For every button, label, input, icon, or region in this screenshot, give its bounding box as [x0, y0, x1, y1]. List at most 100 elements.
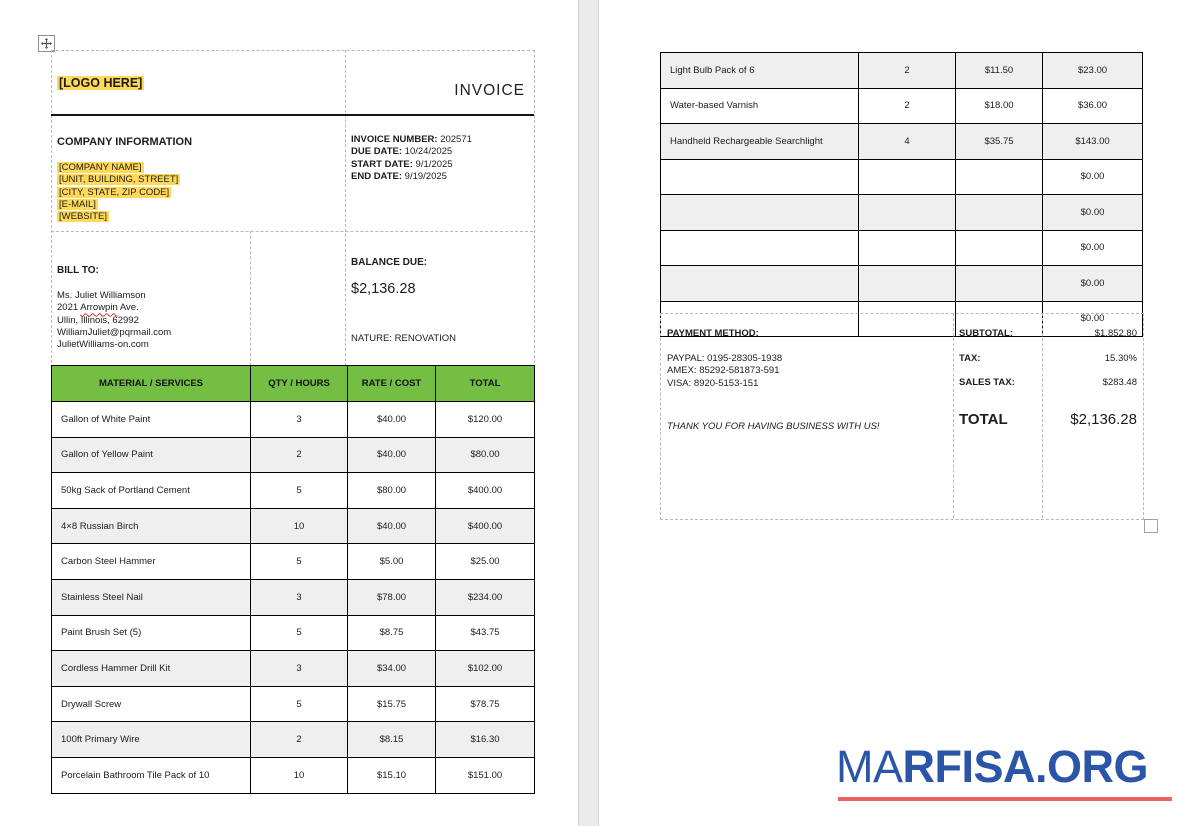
item-total: $36.00	[1042, 87, 1143, 124]
street-suffix: Ave.	[117, 302, 139, 314]
table-row: Light Bulb Pack of 6 2 $11.50 $23.00	[660, 52, 1143, 89]
paypal-line: PAYPAL: 0195-28305-1938	[667, 353, 783, 364]
invoice-details: INVOICE NUMBER: 202571 DUE DATE: 10/24/2…	[351, 134, 472, 183]
item-rate: $15.75	[347, 685, 436, 723]
item-name: Drywall Screw	[51, 685, 251, 723]
item-rate: $11.50	[955, 52, 1043, 89]
company-website-placeholder[interactable]: [WEBSITE]	[57, 211, 110, 223]
subtotal-label: SUBTOTAL:	[959, 328, 1014, 339]
bill-to-email: WilliamJuliet@pqrmail.com	[57, 326, 172, 338]
marfisa-logo: MARFISA.ORG	[836, 744, 1149, 790]
balance-due-label: BALANCE DUE:	[351, 257, 428, 268]
item-rate: $35.75	[955, 123, 1043, 160]
item-name: Water-based Varnish	[660, 87, 859, 124]
company-street-placeholder[interactable]: [UNIT, BUILDING, STREET]	[57, 174, 181, 186]
table-row: Gallon of White Paint 3 $40.00 $120.00	[51, 401, 535, 438]
item-name: 100ft Primary Wire	[51, 721, 251, 758]
table-resize-handle[interactable]	[1144, 519, 1158, 533]
end-date-value: 9/19/2025	[402, 170, 447, 182]
item-qty: 3	[250, 578, 348, 616]
col-header-material: MATERIAL / SERVICES	[51, 365, 251, 402]
table-row: Drywall Screw 5 $15.75 $78.75	[51, 685, 535, 723]
company-placeholders: [COMPANY NAME] [UNIT, BUILDING, STREET] …	[57, 162, 181, 223]
items-table-page2: Light Bulb Pack of 6 2 $11.50 $23.00 Water-…	[660, 52, 1143, 337]
item-total: $400.00	[435, 507, 535, 545]
item-total: $23.00	[1042, 52, 1143, 89]
payment-methods: PAYPAL: 0195-28305-1938 AMEX: 85292-5818…	[667, 353, 782, 390]
item-rate: $15.10	[347, 756, 436, 794]
item-rate	[955, 265, 1043, 302]
sales-tax-label: SALES TAX:	[959, 377, 1015, 388]
item-qty	[858, 300, 956, 337]
tax-label: TAX:	[959, 353, 981, 364]
item-rate: $5.00	[347, 543, 436, 580]
item-name: Handheld Rechargeable Searchlight	[660, 123, 859, 160]
due-date-label: DUE DATE:	[351, 146, 403, 158]
table-row: Handheld Rechargeable Searchlight 4 $35.75…	[660, 123, 1143, 160]
bill-to-name: Ms. Juliet Williamson	[57, 290, 146, 301]
item-qty: 2	[250, 436, 348, 474]
invoice-number-value: 202571	[437, 134, 472, 145]
company-info-heading: COMPANY INFORMATION	[57, 136, 193, 148]
logo-placeholder[interactable]: [LOGO HERE]	[57, 76, 145, 90]
street-name: Arrowpin	[80, 302, 118, 314]
item-qty: 5	[250, 543, 348, 580]
item-rate: $80.00	[347, 472, 436, 509]
divider	[250, 231, 251, 366]
start-date-line: START DATE: 9/1/2025	[351, 159, 472, 171]
item-total: $0.00	[1042, 158, 1143, 195]
item-total: $80.00	[435, 436, 535, 474]
street-number: 2021	[57, 302, 81, 314]
item-rate: $78.00	[347, 578, 436, 616]
table-move-handle[interactable]	[38, 35, 55, 52]
table-row: Porcelain Bathroom Tile Pack of 10 10 $15.…	[51, 756, 535, 794]
col-header-qty: QTY / HOURS	[250, 365, 348, 402]
company-email-placeholder[interactable]: [E-MAIL]	[57, 198, 98, 210]
invoice-title: INVOICE	[454, 82, 525, 99]
table-row: Gallon of Yellow Paint 2 $40.00 $80.00	[51, 436, 535, 474]
item-qty	[858, 229, 956, 266]
table-row: $0.00	[660, 158, 1143, 195]
table-row: $0.00	[660, 300, 1143, 337]
item-name	[660, 265, 859, 302]
sales-tax-value: $283.48	[1102, 377, 1137, 388]
company-city-placeholder[interactable]: [CITY, STATE, ZIP CODE]	[57, 186, 172, 198]
item-total: $0.00	[1042, 194, 1143, 231]
item-name: Gallon of Yellow Paint	[51, 436, 251, 474]
nature-label: NATURE: RENOVATION	[351, 333, 457, 344]
item-rate: $34.00	[347, 650, 436, 687]
items-table-page1: MATERIAL / SERVICES QTY / HOURS RATE / C…	[51, 365, 535, 794]
page-gap	[578, 0, 599, 826]
move-cross-icon	[41, 38, 52, 49]
item-name: Stainless Steel Nail	[51, 578, 251, 616]
item-qty: 2	[250, 721, 348, 758]
item-qty	[858, 265, 956, 302]
items-header-row: MATERIAL / SERVICES QTY / HOURS RATE / C…	[51, 365, 535, 402]
end-date-line: END DATE: 9/19/2025	[351, 171, 472, 183]
table-row: 4×8 Russian Birch 10 $40.00 $400.00	[51, 507, 535, 545]
item-name	[660, 300, 859, 337]
bill-to-city: Ullin, Illinois, 62992	[57, 314, 139, 326]
divider	[953, 313, 954, 518]
table-row: $0.00	[660, 265, 1143, 302]
start-date-value: 9/1/2025	[412, 158, 453, 170]
item-name: 50kg Sack of Portland Cement	[51, 472, 251, 509]
company-name-placeholder[interactable]: [COMPANY NAME]	[57, 162, 144, 173]
item-rate: $8.75	[347, 614, 436, 652]
item-name: Light Bulb Pack of 6	[660, 52, 859, 89]
item-total: $78.75	[435, 685, 535, 723]
start-date-label: START DATE:	[351, 158, 413, 170]
item-total: $120.00	[435, 401, 535, 438]
item-rate	[955, 194, 1043, 231]
total-label: TOTAL	[959, 411, 1008, 428]
header-rule	[51, 114, 534, 116]
item-qty: 5	[250, 472, 348, 509]
item-name: Paint Brush Set (5)	[51, 614, 251, 652]
marfisa-logo-underline	[838, 797, 1172, 801]
col-header-rate: RATE / COST	[347, 365, 436, 402]
table-row: Carbon Steel Hammer 5 $5.00 $25.00	[51, 543, 535, 580]
item-total: $0.00	[1042, 300, 1143, 337]
item-qty	[858, 194, 956, 231]
end-date-label: END DATE:	[351, 170, 403, 182]
item-rate: $40.00	[347, 436, 436, 474]
